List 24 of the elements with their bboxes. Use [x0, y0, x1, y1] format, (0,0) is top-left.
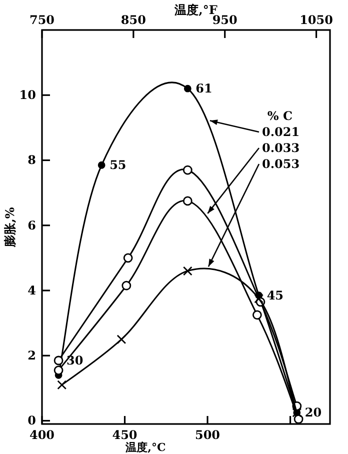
- y-tick-label: 10: [19, 88, 36, 102]
- x2-tick-label: 750: [29, 13, 55, 27]
- legend-title: % C: [267, 109, 293, 123]
- y-tick-label: 8: [28, 153, 36, 168]
- annotation: 20: [304, 406, 322, 420]
- y-tick-label: 6: [28, 218, 36, 232]
- x2-tick-label: 950: [212, 13, 238, 27]
- annotation: 61: [196, 82, 212, 96]
- x2-tick-label: 1050: [300, 13, 333, 27]
- text: 0.053: [262, 157, 300, 171]
- annotation: 30: [66, 354, 84, 368]
- y-tick-label: 0: [28, 414, 36, 428]
- annotation: 55: [110, 158, 126, 172]
- y-axis-title: 膨胀,%: [3, 206, 17, 248]
- x2-tick-label: 850: [120, 13, 146, 27]
- legend-label: 0.021: [262, 125, 300, 139]
- x-tick-label: 500: [194, 428, 220, 442]
- x-tick-label: 450: [112, 428, 138, 442]
- text: 0.033: [262, 141, 300, 155]
- annotation: 45: [266, 288, 284, 302]
- y-tick-label: 4: [28, 283, 36, 298]
- x-tick-label: 400: [29, 428, 55, 442]
- y-tick-label: 2: [28, 348, 36, 363]
- x-axis-title: 温度,°C: [124, 441, 166, 454]
